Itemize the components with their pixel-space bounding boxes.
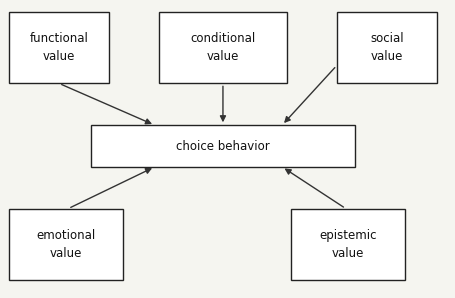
Text: emotional
value: emotional value	[36, 229, 96, 260]
Text: epistemic
value: epistemic value	[319, 229, 377, 260]
Text: functional
value: functional value	[30, 32, 89, 63]
Text: conditional
value: conditional value	[190, 32, 256, 63]
FancyBboxPatch shape	[9, 12, 109, 83]
FancyBboxPatch shape	[337, 12, 437, 83]
FancyBboxPatch shape	[159, 12, 287, 83]
FancyBboxPatch shape	[91, 125, 355, 167]
Text: choice behavior: choice behavior	[176, 139, 270, 153]
FancyBboxPatch shape	[9, 209, 123, 280]
FancyBboxPatch shape	[291, 209, 405, 280]
Text: social
value: social value	[370, 32, 404, 63]
